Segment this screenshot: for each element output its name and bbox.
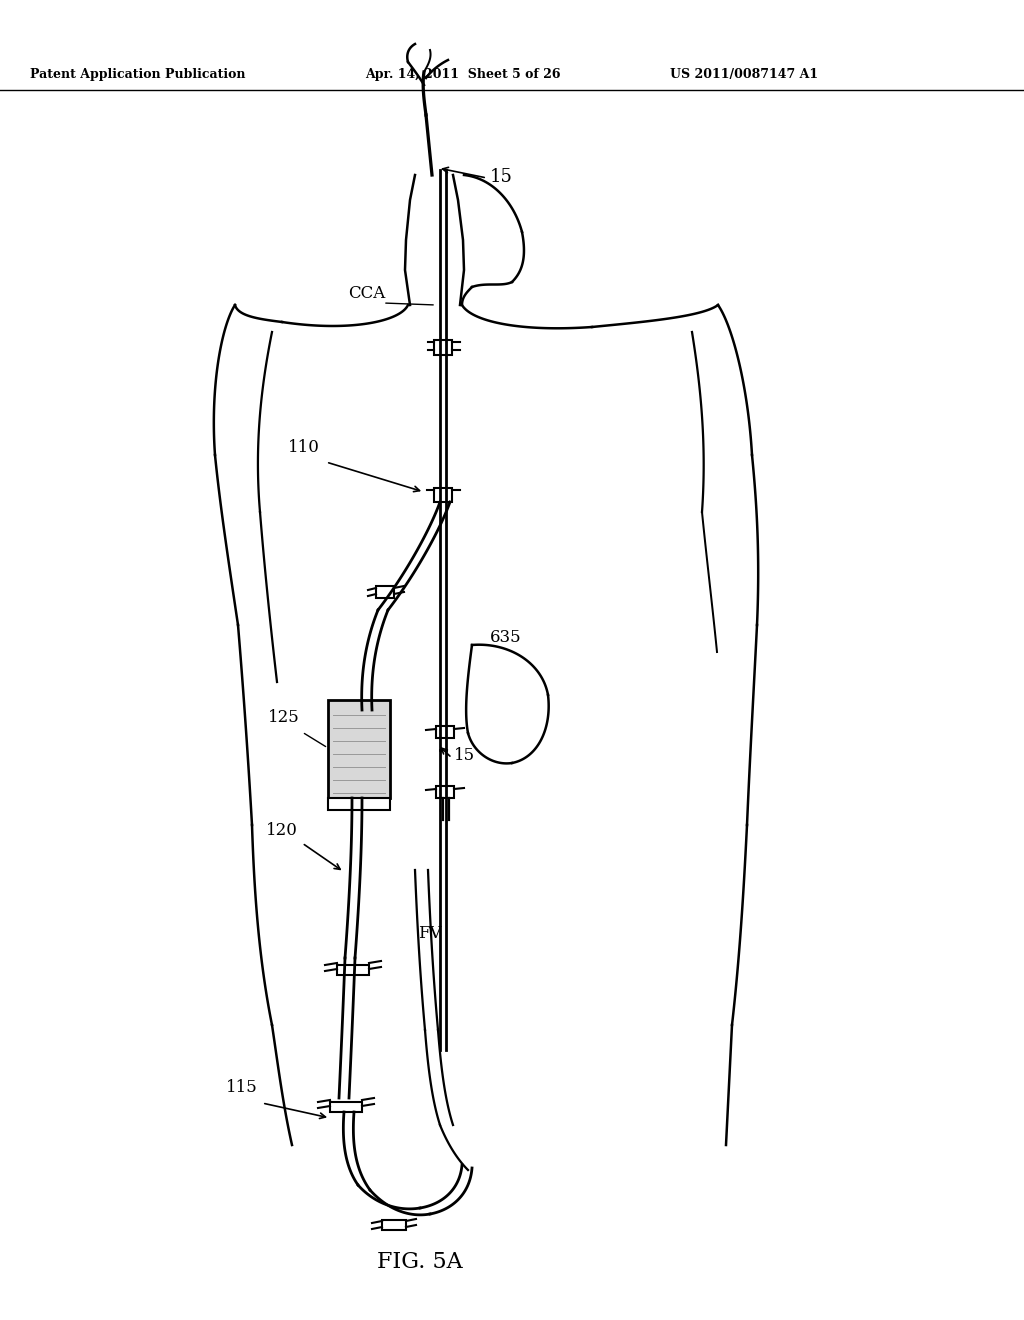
Bar: [434, 341, 452, 355]
Text: 110: 110: [288, 440, 319, 455]
Text: 115: 115: [226, 1078, 258, 1096]
Text: CCA: CCA: [348, 285, 385, 302]
Bar: [436, 785, 454, 799]
Bar: [328, 700, 390, 799]
Text: 15: 15: [490, 168, 513, 186]
Text: FIG. 5A: FIG. 5A: [377, 1251, 463, 1272]
Bar: [434, 488, 452, 502]
Text: 15: 15: [454, 747, 475, 764]
Bar: [376, 586, 394, 598]
Bar: [436, 726, 454, 738]
Text: US 2011/0087147 A1: US 2011/0087147 A1: [670, 69, 818, 81]
Text: 125: 125: [268, 709, 300, 726]
Text: 635: 635: [490, 630, 521, 645]
Text: Apr. 14, 2011  Sheet 5 of 26: Apr. 14, 2011 Sheet 5 of 26: [365, 69, 560, 81]
Bar: [330, 1102, 362, 1111]
Text: 120: 120: [266, 822, 298, 840]
Bar: [328, 799, 390, 810]
Bar: [337, 965, 369, 975]
Text: Patent Application Publication: Patent Application Publication: [30, 69, 246, 81]
Text: FV: FV: [418, 925, 441, 942]
Bar: [382, 1220, 406, 1230]
